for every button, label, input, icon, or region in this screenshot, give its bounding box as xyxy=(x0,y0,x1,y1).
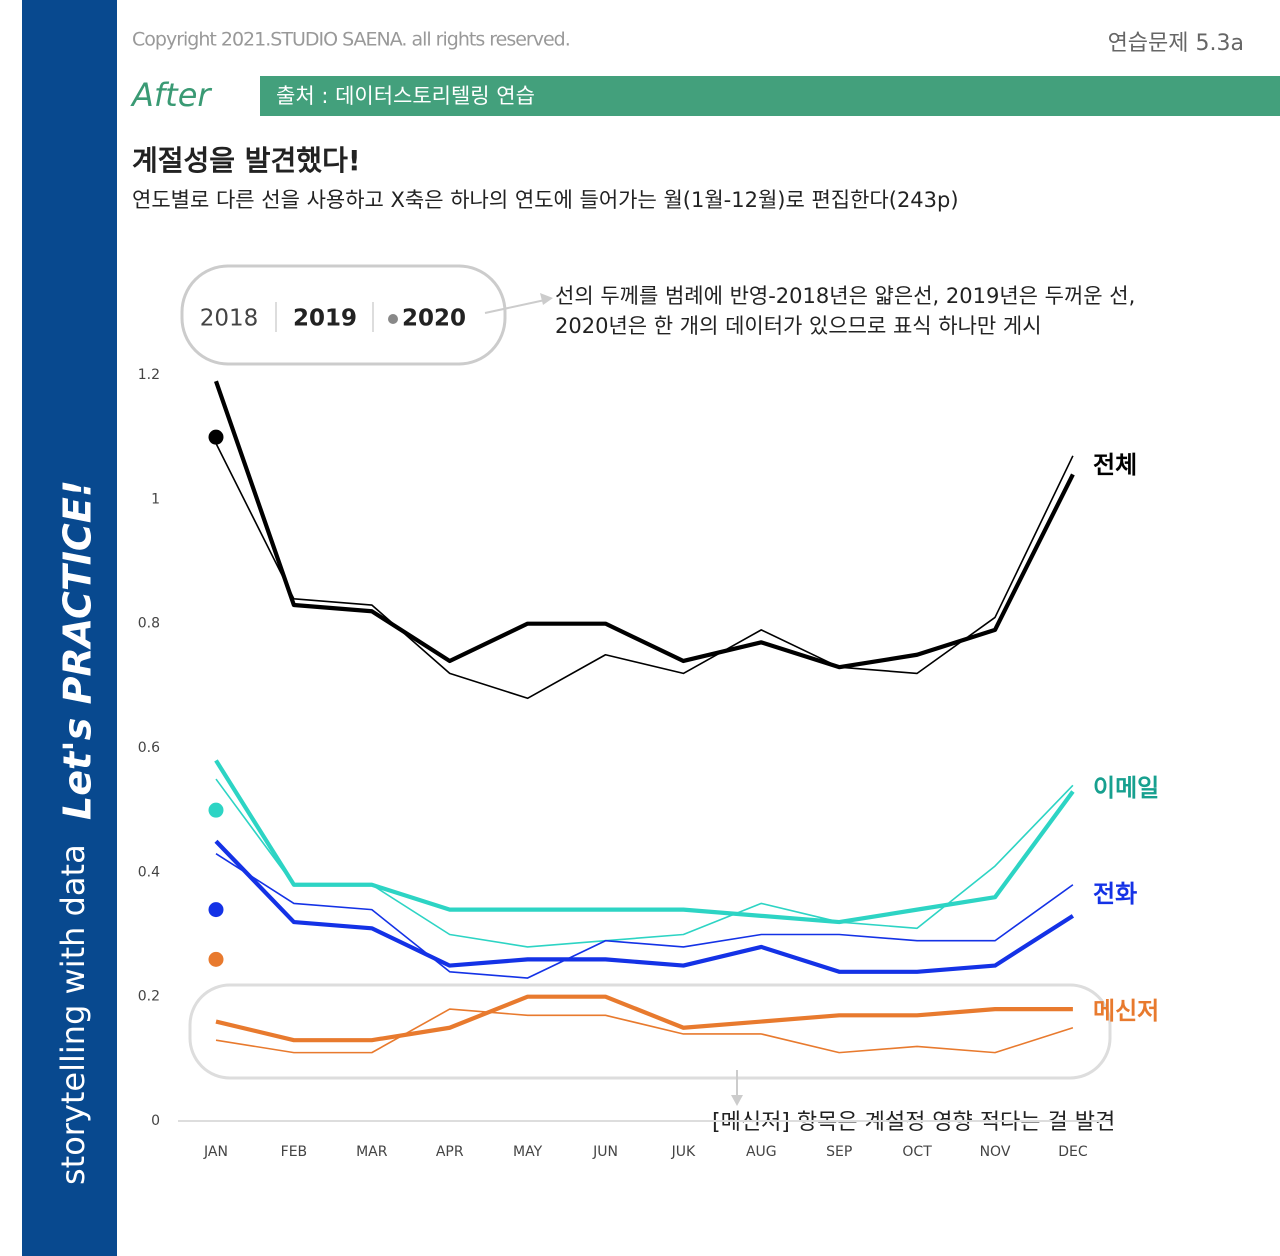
sidebar-brand: storytelling with data xyxy=(54,844,92,1185)
x-tick-label: JUN xyxy=(592,1144,618,1160)
y-tick-label: 1 xyxy=(151,491,160,507)
legend-box xyxy=(180,264,507,366)
annotation: 2020년은 한 개의 데이터가 있으므로 표식 하나만 게시 xyxy=(555,314,1042,338)
x-tick-label: NOV xyxy=(980,1144,1011,1160)
x-tick-label: JAN xyxy=(203,1144,228,1160)
exercise-number: 연습문제 5.3a xyxy=(1108,31,1244,56)
stage: After xyxy=(130,76,212,114)
annotation: [메신저] 항목은 계설정 영향 적다는 걸 발견 xyxy=(712,1110,1115,1135)
source-bar xyxy=(260,76,1280,116)
series-line xyxy=(214,759,1075,925)
legend-entry: 2020 xyxy=(402,306,466,332)
legend-entry: 2019 xyxy=(293,306,357,332)
sidebar-practice: Let's PRACTICE! xyxy=(56,480,100,820)
arrow xyxy=(484,299,546,314)
x-tick-label: MAR xyxy=(356,1144,388,1160)
series-line xyxy=(215,994,1073,1043)
sidebar xyxy=(22,0,117,1256)
series-line xyxy=(214,380,1075,670)
series-marker xyxy=(208,802,224,818)
series-marker xyxy=(208,902,224,918)
y-tick-label: 0.2 xyxy=(138,989,160,1005)
y-tick-label: 1.2 xyxy=(138,367,160,383)
x-tick-label: JUK xyxy=(671,1144,696,1160)
chart-title: 계절성을 발견했다! xyxy=(132,144,361,177)
x-tick-label: APR xyxy=(436,1144,464,1160)
series-label: 이메일 xyxy=(1093,774,1159,802)
series-label: 전체 xyxy=(1093,451,1137,479)
series-line xyxy=(215,853,1074,979)
arrow-head xyxy=(540,293,553,305)
arrow-head xyxy=(731,1095,743,1106)
series-marker xyxy=(208,951,224,967)
x-tick-label: MAY xyxy=(513,1144,543,1160)
plot: 0 0.2 0.4 0.6 0.8 1 1.2 JAN FEB MAR APR MAY JUN JUK AU… xyxy=(138,367,1160,1160)
series-label: 전화 xyxy=(1093,880,1137,908)
y-tick-label: 0 xyxy=(151,1113,160,1129)
series-label: 메신저 xyxy=(1093,997,1159,1025)
chart-subtitle: 연도별로 다른 선을 사용하고 X축은 하나의 연도에 들어가는 월(1월-12… xyxy=(132,188,959,212)
source: 출처 : 데이터스토리텔링 연습 xyxy=(276,84,535,108)
legend-marker xyxy=(388,314,398,324)
annotation: 선의 두께를 범례에 반영-2018년은 얇은선, 2019년은 두꺼운 선, xyxy=(555,284,1135,308)
y-tick-label: 0.8 xyxy=(138,616,160,632)
series-line xyxy=(215,1008,1074,1054)
x-tick-label: OCT xyxy=(902,1144,932,1160)
x-tick-label: DEC xyxy=(1058,1144,1088,1160)
y-tick-label: 0.4 xyxy=(138,864,160,880)
x-tick-label: FEB xyxy=(281,1144,308,1160)
series-line xyxy=(215,443,1074,700)
copyright: Copyright 2021.STUDIO SAENA. all rights … xyxy=(132,29,570,51)
series-marker xyxy=(208,429,224,445)
x-tick-label: AUG xyxy=(746,1144,777,1160)
x-tick-label: SEP xyxy=(826,1144,852,1160)
y-tick-label: 0.6 xyxy=(138,740,160,756)
highlight-box xyxy=(188,983,1112,1080)
legend-entry: 2018 xyxy=(200,306,259,332)
series-line xyxy=(214,839,1075,974)
